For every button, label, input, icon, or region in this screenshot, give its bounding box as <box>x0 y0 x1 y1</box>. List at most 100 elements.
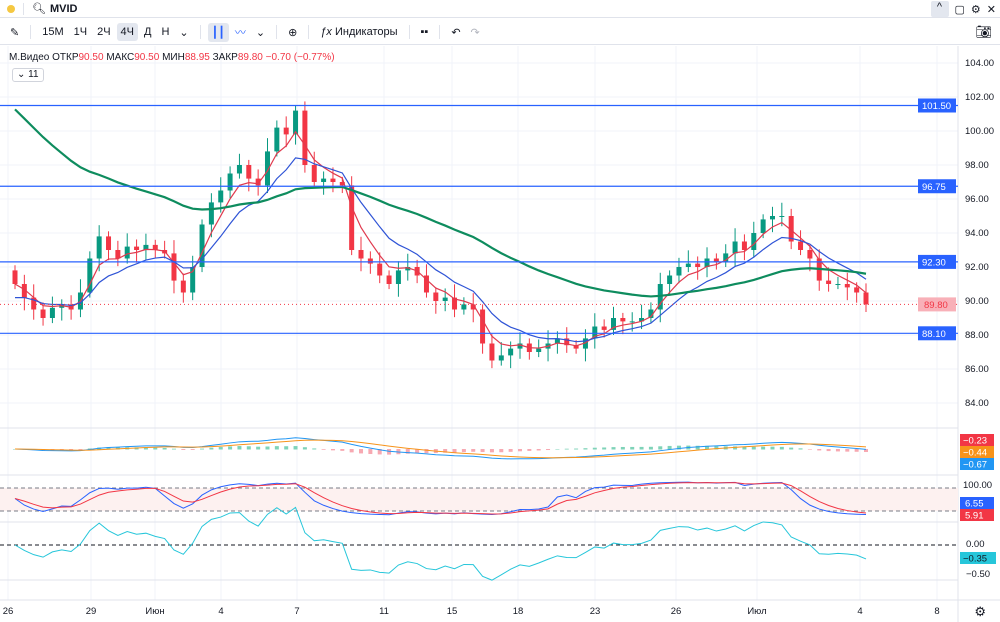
candle-body <box>667 275 673 284</box>
macd-histogram-bar <box>377 449 382 455</box>
macd-histogram-bar <box>630 446 635 450</box>
macd-histogram-bar <box>237 446 242 450</box>
stoch-d-line <box>14 482 867 515</box>
layouts-icon[interactable]: ▪▪ <box>420 26 429 38</box>
macd-histogram-bar <box>143 447 148 450</box>
macd-histogram-bar <box>489 449 494 453</box>
candle-body <box>171 253 177 281</box>
time-tick-label: 7 <box>294 606 299 617</box>
chevron-up-icon[interactable]: ^ <box>930 1 949 17</box>
macd-histogram-bar <box>218 447 223 450</box>
maximize-icon[interactable]: ▢ <box>954 3 965 16</box>
chevron-down-icon[interactable]: ⌄ <box>255 26 266 39</box>
macd-histogram-bar <box>751 446 756 450</box>
candle-body <box>12 270 18 284</box>
macd-histogram-bar <box>527 449 532 451</box>
macd-histogram-bar <box>826 449 831 452</box>
macd-histogram-bar <box>639 446 644 450</box>
candle-body <box>330 178 336 182</box>
ema-slow-line <box>14 108 867 298</box>
macd-signal-line <box>14 439 867 459</box>
candle-body <box>807 250 813 259</box>
macd-histogram-bar <box>536 449 541 451</box>
oscillator-lower-label: −0.50 <box>966 569 990 580</box>
macd-histogram-bar <box>209 447 214 450</box>
symbol-search[interactable]: MVID <box>49 2 78 15</box>
gear-icon[interactable]: ⚙ <box>970 3 981 16</box>
candle-body <box>723 253 729 262</box>
axis-settings-icon[interactable]: ⚙ <box>974 604 986 619</box>
candle-body <box>236 165 242 174</box>
ohlc-legend: М.Видео ОТКР90.50 МАКС90.50 МИН88.95 ЗАК… <box>9 52 335 63</box>
candle-body <box>685 263 691 267</box>
level-price-label: 92.30 <box>922 257 946 268</box>
interval-2h[interactable]: 2Ч <box>97 26 111 38</box>
stoch-value-badge <box>960 509 994 521</box>
candle-body <box>96 236 102 259</box>
macd-value-badge <box>960 434 994 446</box>
indicators-button[interactable]: ƒx Индикаторы <box>316 23 401 41</box>
level-price-badge <box>918 326 956 341</box>
candle-body <box>21 284 27 298</box>
candle-body <box>611 318 617 330</box>
candle-body <box>620 318 626 322</box>
candle-body <box>190 267 196 293</box>
candles-icon[interactable]: ┃┃ <box>207 22 229 42</box>
status-dot <box>7 4 15 13</box>
macd-histogram-bar <box>190 449 195 450</box>
candle-body <box>592 326 598 339</box>
candle-body <box>517 343 523 349</box>
interval-1h[interactable]: 1Ч <box>73 26 88 38</box>
top-bar: 🔍︎ MVID ^ ▢ ⚙ ✕ <box>0 0 1000 18</box>
candle-body <box>143 244 149 250</box>
macd-histogram-bar <box>284 446 289 450</box>
last-price-badge <box>918 297 956 312</box>
candle-body <box>199 224 205 267</box>
open-label: ОТКР <box>52 52 79 63</box>
level-price-badge <box>918 254 956 269</box>
time-tick-label: 4 <box>218 606 223 617</box>
redo-icon[interactable]: ↷ <box>470 26 480 39</box>
interval-4h[interactable]: 4Ч <box>116 23 138 41</box>
candle-body <box>264 151 270 186</box>
close-icon[interactable]: ✕ <box>986 3 996 16</box>
line-chart-icon[interactable]: 〰 <box>234 27 246 39</box>
chevron-down-icon[interactable]: ⌄ <box>179 26 189 39</box>
pencil-icon[interactable]: ✎ <box>10 26 20 39</box>
add-compare-icon[interactable]: ⊕ <box>288 26 298 39</box>
candle-body <box>386 275 392 284</box>
macd-histogram-bar <box>574 448 579 450</box>
interval-day[interactable]: Д <box>143 26 152 38</box>
macd-histogram-bar <box>162 447 167 450</box>
macd-histogram-bar <box>461 449 466 453</box>
candle-body <box>582 338 588 349</box>
camera-icon[interactable]: 📷︎ <box>975 24 992 39</box>
macd-histogram-bar <box>78 449 83 450</box>
candle-body <box>854 287 860 293</box>
indicators-collapse-button[interactable]: ⌄ 11 <box>12 68 44 82</box>
candle-body <box>798 241 804 250</box>
stoch-band <box>0 488 958 511</box>
divider <box>276 25 278 39</box>
time-tick-label: 4 <box>857 606 862 617</box>
macd-histogram-bar <box>714 446 719 450</box>
interval-week[interactable]: Н <box>161 26 170 38</box>
candle-body <box>676 267 682 276</box>
search-icon[interactable]: 🔍︎ <box>32 3 46 15</box>
candle-body <box>283 127 289 135</box>
candle-body <box>31 297 37 310</box>
candle-body <box>508 348 514 356</box>
candle-body <box>208 202 214 225</box>
interval-15m[interactable]: 15M <box>42 26 64 38</box>
candle-body <box>835 284 841 285</box>
level-price-label: 88.10 <box>922 329 946 340</box>
macd-histogram-bar <box>330 449 335 451</box>
candle-body <box>321 178 327 182</box>
divider <box>408 25 410 39</box>
time-tick-label: Июл <box>747 606 766 617</box>
undo-icon[interactable]: ↶ <box>451 26 461 39</box>
indicators-label: Индикаторы <box>334 26 398 38</box>
candle-body <box>227 173 233 191</box>
candle-body <box>648 309 654 318</box>
